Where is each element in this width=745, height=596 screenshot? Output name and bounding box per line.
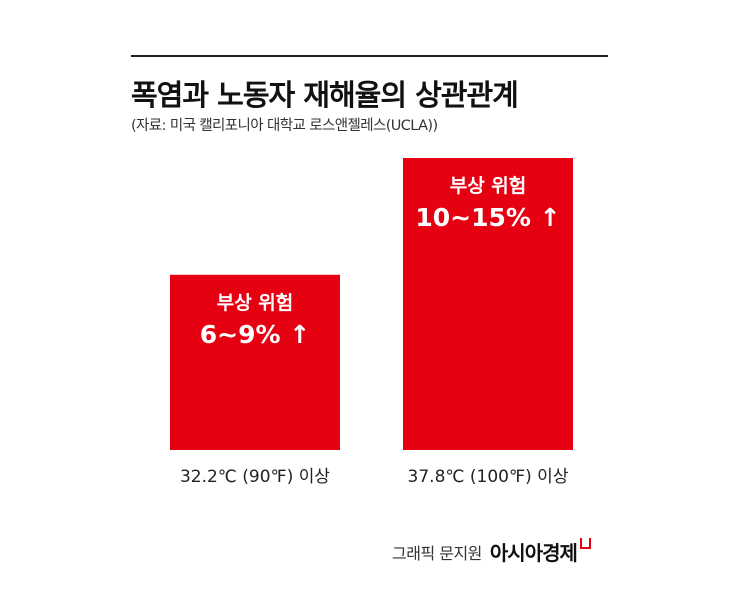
bar-1 bbox=[170, 274, 340, 450]
bar-value-label: 6~9% ↑ bbox=[200, 320, 310, 349]
source-note: (자료: 미국 캘리포니아 대학교 로스앤젤레스(UCLA)) bbox=[131, 118, 438, 134]
bar-label-risk: 부상 위험 bbox=[450, 175, 527, 197]
brand-mark-icon bbox=[579, 538, 591, 549]
credit-text: 그래픽 문지원 bbox=[392, 543, 482, 563]
bar-2 bbox=[403, 158, 573, 450]
bar-value-label: 10~15% ↑ bbox=[415, 203, 560, 232]
credit: 그래픽 문지원 아시아경제 bbox=[392, 537, 591, 566]
brand-logo: 아시아경제 bbox=[489, 541, 578, 565]
chart-title: 폭염과 노동자 재해율의 상관관계 bbox=[131, 78, 519, 112]
bar-label-risk: 부상 위험 bbox=[217, 292, 294, 314]
category-label: 37.8℃ (100℉) 이상 bbox=[408, 467, 569, 487]
top-rule bbox=[131, 55, 608, 57]
category-label: 32.2℃ (90℉) 이상 bbox=[180, 467, 330, 487]
